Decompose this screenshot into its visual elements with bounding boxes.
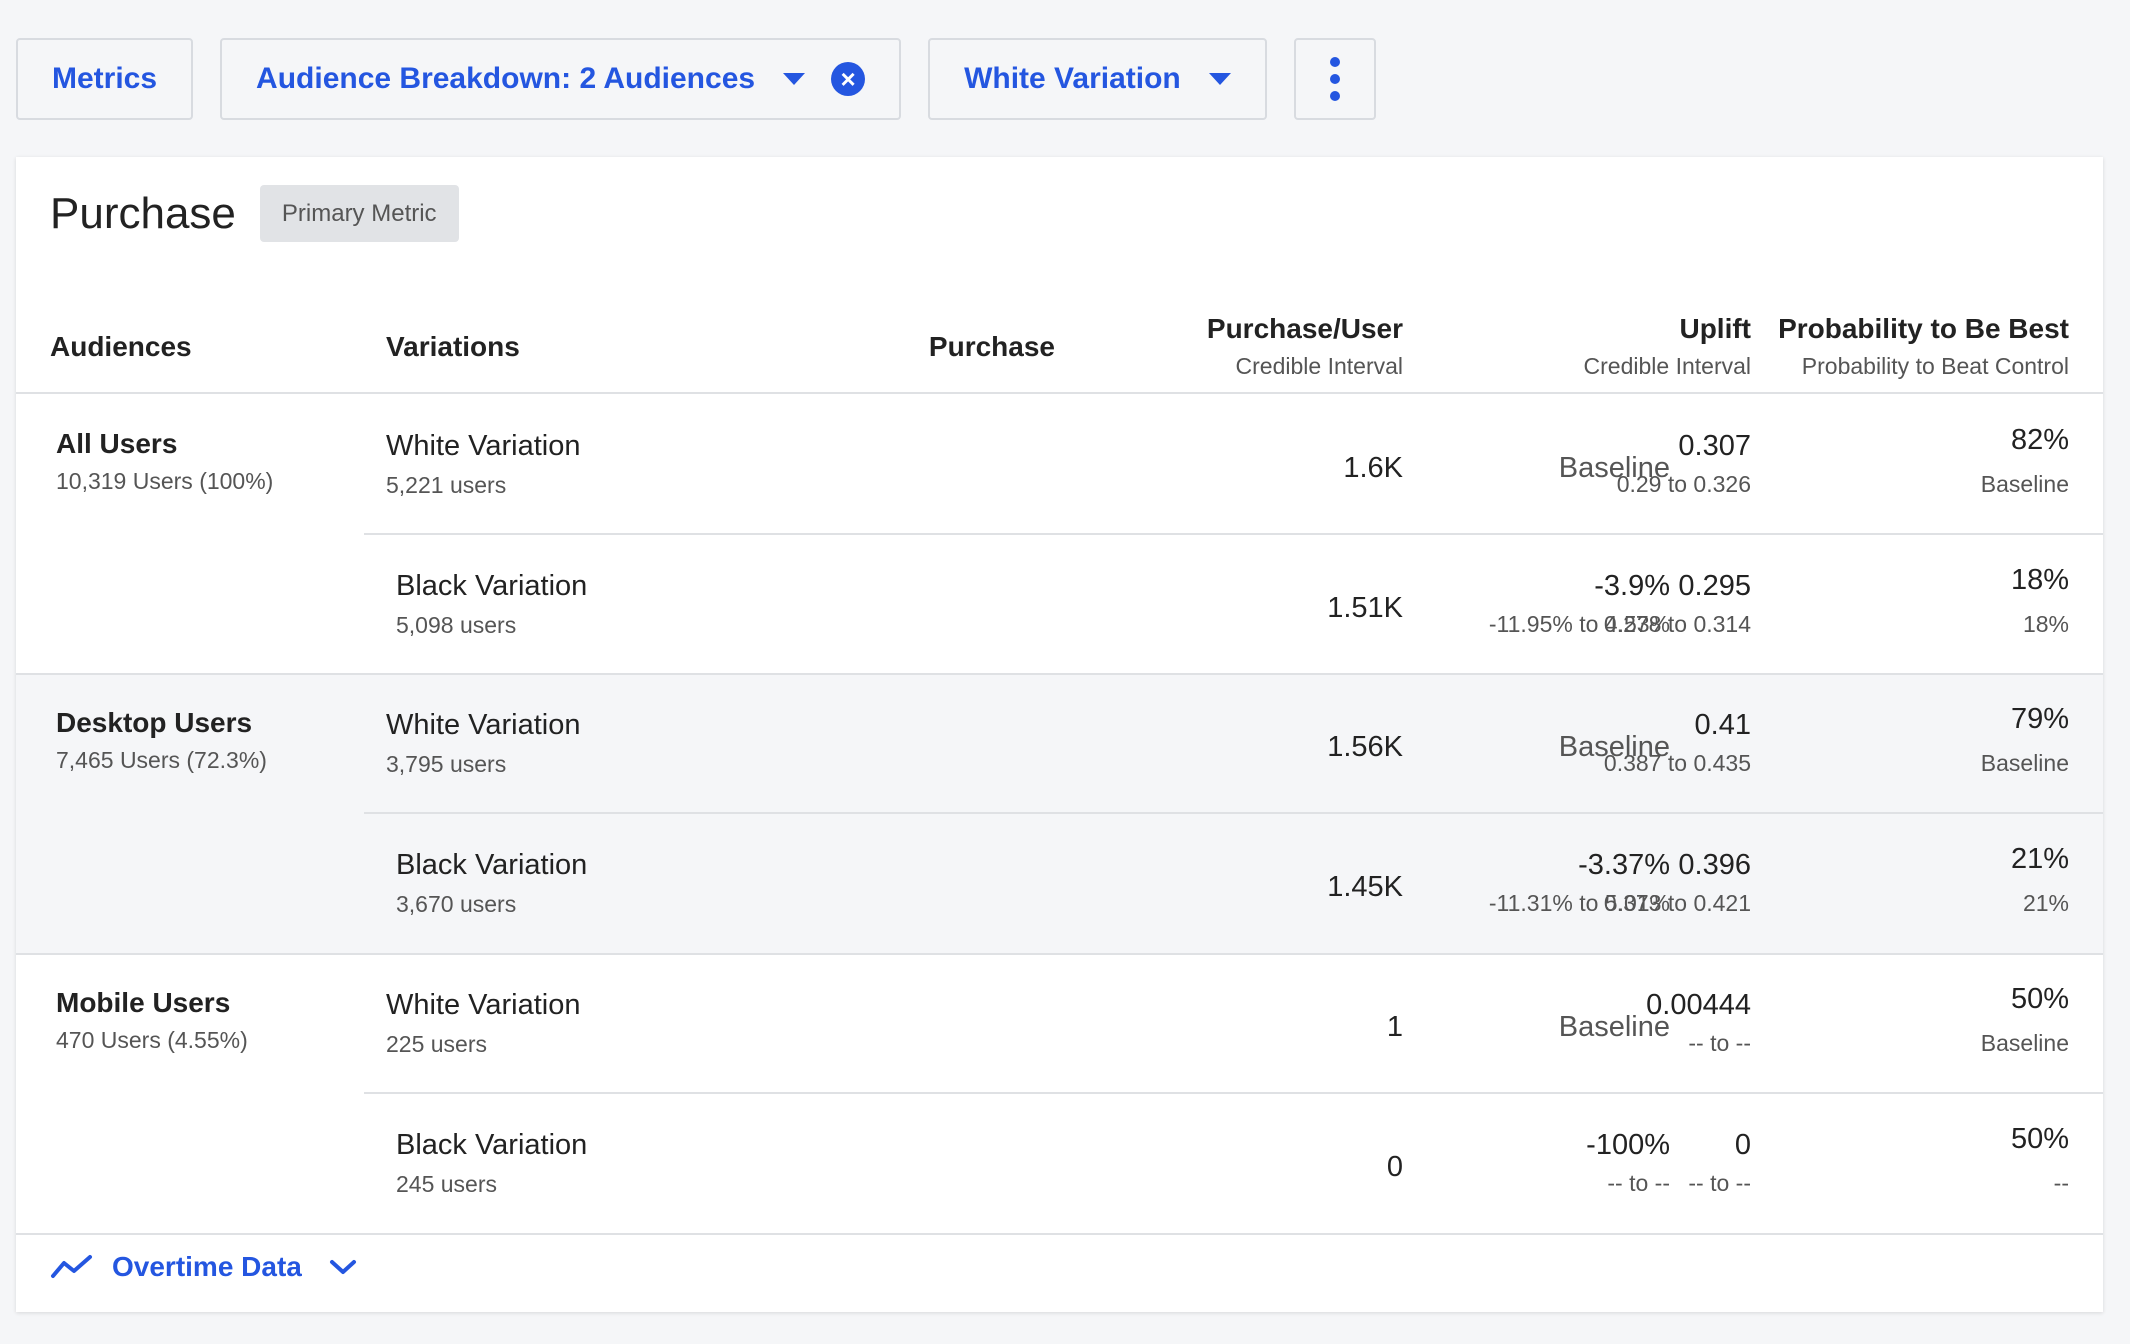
ppu-value: 0.307 [1678, 430, 1751, 462]
variation-name: White Variation [386, 989, 581, 1021]
uplift-value: Baseline [1558, 1011, 1670, 1043]
purchase-value: 1 [1386, 1011, 1403, 1043]
audience-name: All Users [56, 428, 178, 459]
audience-count: 7,465 Users (72.3%) [56, 747, 267, 773]
primary-metric-badge: Primary Metric [259, 185, 459, 242]
col-purchase-user: Purchase/User [1206, 313, 1403, 344]
uplift-value: -3.37% [1578, 849, 1670, 881]
table-row: White Variation 3,795 users 1.56K 0.41 0.… [364, 675, 2103, 814]
col-probability: Probability to Be Best [1778, 313, 2069, 344]
table-row: Black Variation 5,098 users 1.51K 0.295 0… [364, 536, 2103, 675]
probability-sub: 18% [2022, 611, 2069, 637]
col-purchase: Purchase [928, 331, 1055, 362]
variation-users: 245 users [396, 1171, 498, 1197]
audience-group-desktop-users: Desktop Users 7,465 Users (72.3%) White … [16, 675, 2103, 955]
ppu-ci: -- to -- [1688, 1030, 1751, 1056]
col-uplift: Uplift [1679, 313, 1751, 344]
col-probability-sub: Probability to Beat Control [1801, 353, 2069, 379]
purchase-value: 0 [1386, 1151, 1403, 1183]
purchase-value: 1.6K [1343, 452, 1403, 484]
page-title: Purchase [50, 188, 236, 238]
ppu-ci: 0.373 to 0.421 [1603, 890, 1751, 916]
audience-breakdown-label: Audience Breakdown: 2 Audiences [256, 62, 756, 95]
uplift-ci: -11.31% to 5.01% [1488, 890, 1670, 916]
probability-sub: Baseline [1980, 471, 2069, 497]
variation-name: Black Variation [396, 570, 588, 602]
audience-name: Mobile Users [56, 987, 231, 1018]
variation-dropdown[interactable]: White Variation [928, 38, 1267, 120]
overtime-data-label: Overtime Data [112, 1251, 302, 1282]
probability-value: 79% [2010, 703, 2069, 735]
card-header: Purchase Primary Metric [50, 185, 459, 242]
metrics-button-label: Metrics [52, 62, 158, 95]
uplift-value: -3.9% [1594, 570, 1670, 602]
ppu-value: 0 [1734, 1129, 1751, 1161]
probability-sub: Baseline [1980, 750, 2069, 776]
variation-name: White Variation [386, 430, 581, 462]
ppu-ci: 0.29 to 0.326 [1616, 471, 1751, 497]
probability-sub: Baseline [1980, 1030, 2069, 1056]
variation-users: 3,670 users [396, 891, 517, 917]
uplift-ci: -11.95% to 4.53% [1488, 611, 1670, 637]
uplift-value: -100% [1586, 1129, 1670, 1161]
audience-name: Desktop Users [56, 707, 253, 738]
variation-users: 3,795 users [386, 751, 507, 777]
audience-group-mobile-users: Mobile Users 470 Users (4.55%) White Var… [16, 955, 2103, 1235]
table-row: White Variation 225 users 1 0.00444 -- to… [364, 955, 2103, 1094]
audience-count: 10,319 Users (100%) [56, 468, 274, 494]
chevron-down-icon [1208, 73, 1231, 85]
clear-icon[interactable]: × [831, 62, 866, 96]
ppu-value: 0.295 [1678, 570, 1751, 602]
variation-dropdown-label: White Variation [964, 62, 1181, 95]
purchase-value: 1.51K [1327, 592, 1403, 624]
col-purchase-user-sub: Credible Interval [1235, 353, 1403, 379]
metric-card: Purchase Primary Metric Audiences Variat… [16, 157, 2103, 1312]
col-uplift-sub: Credible Interval [1583, 353, 1751, 379]
ppu-ci: 0.387 to 0.435 [1603, 750, 1751, 776]
probability-value: 50% [2010, 983, 2069, 1015]
variation-name: Black Variation [396, 849, 588, 881]
overtime-data-toggle[interactable]: Overtime Data [50, 1251, 358, 1283]
table-row: White Variation 5,221 users 1.6K 0.307 0.… [364, 396, 2103, 535]
chevron-down-icon [329, 1260, 356, 1274]
chevron-down-icon [783, 73, 806, 85]
ppu-value: 0.41 [1694, 709, 1751, 741]
table-header: Audiences Variations Purchase Purchase/U… [16, 297, 2103, 394]
variation-users: 5,098 users [396, 612, 517, 638]
col-variations: Variations [386, 331, 520, 362]
probability-sub: -- [2053, 1170, 2069, 1196]
uplift-value: Baseline [1558, 731, 1670, 763]
variation-name: White Variation [386, 709, 581, 741]
probability-value: 50% [2010, 1123, 2069, 1155]
trend-line-icon [51, 1255, 92, 1278]
ppu-ci: 0.278 to 0.314 [1603, 611, 1751, 637]
probability-value: 82% [2010, 424, 2069, 456]
variation-users: 225 users [386, 1031, 488, 1057]
audience-breakdown-dropdown[interactable]: Audience Breakdown: 2 Audiences × [220, 38, 902, 120]
audience-count: 470 Users (4.55%) [56, 1027, 248, 1053]
toolbar: Metrics Audience Breakdown: 2 Audiences … [16, 38, 1376, 120]
ppu-value: 0.00444 [1646, 989, 1751, 1021]
audience-group-all-users: All Users 10,319 Users (100%) White Vari… [16, 396, 2103, 675]
ppu-ci: -- to -- [1688, 1170, 1751, 1196]
uplift-ci: -- to -- [1607, 1170, 1670, 1196]
purchase-value: 1.45K [1327, 871, 1403, 903]
purchase-value: 1.56K [1327, 731, 1403, 763]
probability-sub: 21% [2022, 890, 2069, 916]
variation-name: Black Variation [396, 1129, 588, 1161]
more-vertical-icon [1329, 57, 1340, 101]
probability-value: 18% [2010, 564, 2069, 596]
probability-value: 21% [2010, 843, 2069, 875]
table-row: Black Variation 3,670 users 1.45K 0.396 0… [364, 815, 2103, 954]
col-audiences: Audiences [50, 331, 192, 362]
table-row: Black Variation 245 users 0 0 -- to -- -1… [364, 1095, 2103, 1234]
more-options-button[interactable] [1293, 38, 1376, 120]
uplift-value: Baseline [1558, 452, 1670, 484]
variation-users: 5,221 users [386, 472, 507, 498]
metrics-button[interactable]: Metrics [16, 38, 194, 120]
ppu-value: 0.396 [1678, 849, 1751, 881]
